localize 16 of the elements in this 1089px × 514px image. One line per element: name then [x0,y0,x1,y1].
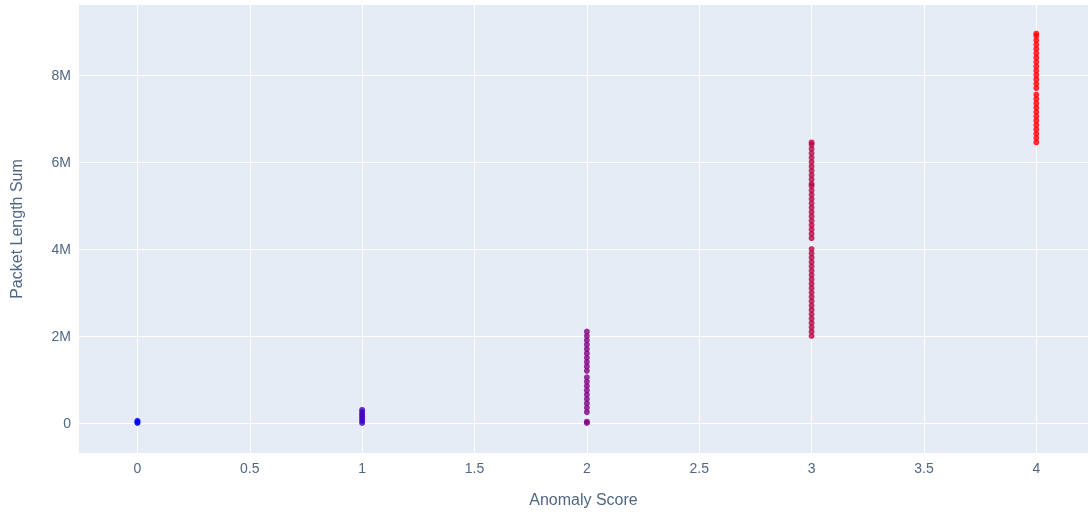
y-axis-title: Packet Length Sum [7,159,25,299]
x-tick-label: 1 [358,460,367,476]
y-tick-label: 4M [51,241,71,258]
y-tick-label: 8M [51,67,71,84]
x-tick-label: 0 [133,460,142,476]
x-tick-label: 2.5 [689,460,710,476]
x-tick-label: 2 [582,460,591,476]
x-tick-label: 3 [807,460,816,476]
x-axis-title: Anomaly Score [529,490,638,508]
x-tick-label: 1.5 [464,460,485,476]
x-tick-label: 3.5 [914,460,934,476]
y-tick-label: 0 [63,414,72,431]
y-tick-label: 2M [51,328,71,344]
x-tick-label: 0.5 [240,460,260,476]
y-tick-label: 6M [51,154,71,171]
x-tick-label: 4 [1032,460,1041,476]
